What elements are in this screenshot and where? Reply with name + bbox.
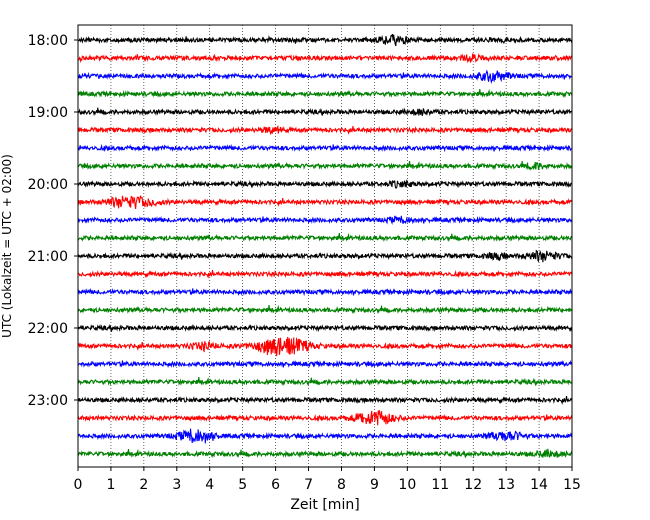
seismic-trace [77, 215, 573, 225]
seismic-trace [77, 33, 573, 47]
seismic-trace [77, 143, 573, 153]
y-axis: 18:00 19:00 20:00 21:00 22:00 23:00 [28, 33, 78, 409]
x-tick-label: 9 [370, 477, 379, 493]
seismic-trace [77, 304, 573, 314]
y-tick-label: 22:00 [28, 321, 68, 337]
y-tick-label: 20:00 [28, 177, 68, 193]
seismic-trace [77, 448, 573, 458]
plot-area-background [78, 25, 572, 467]
plot-frame [77, 24, 573, 468]
x-tick-label: 14 [530, 477, 548, 493]
seismic-trace [77, 269, 573, 279]
seismic-trace [77, 232, 573, 242]
seismic-trace [77, 195, 573, 209]
seismic-trace [77, 88, 573, 98]
x-tick-label: 15 [563, 477, 581, 493]
seismic-trace [77, 249, 573, 263]
x-tick-label: 8 [337, 477, 346, 493]
x-tick-label: 7 [304, 477, 313, 493]
seismic-trace [77, 69, 573, 85]
seismic-trace [77, 396, 573, 405]
x-tick-label: 1 [106, 477, 115, 493]
y-axis-label: UTC (Lokalzeit = UTC + 02:00) [0, 154, 14, 338]
seismic-trace [77, 410, 573, 426]
seismic-trace [77, 287, 573, 297]
seismic-trace [77, 179, 573, 189]
x-tick-label: 5 [238, 477, 247, 493]
seismic-trace [77, 107, 573, 117]
x-tick-label: 4 [205, 477, 214, 493]
x-tick-label: 13 [497, 477, 515, 493]
seismic-trace [77, 161, 573, 171]
x-axis: 0 1 2 3 4 5 6 7 8 9 10 11 12 13 14 15 [74, 467, 581, 493]
x-tick-label: 11 [431, 477, 449, 493]
seismic-trace [77, 359, 573, 369]
seismic-trace [77, 52, 573, 64]
x-tick-label: 2 [139, 477, 148, 493]
seismic-trace [77, 377, 573, 386]
x-tick-label: 6 [271, 477, 280, 493]
y-tick-label: 19:00 [28, 105, 68, 121]
x-tick-label: 0 [74, 477, 83, 493]
x-axis-label: Zeit [min] [290, 497, 359, 513]
seismic-trace [77, 428, 573, 444]
y-tick-label: 23:00 [28, 393, 68, 409]
seismic-trace [77, 124, 573, 136]
x-tick-label: 10 [398, 477, 416, 493]
seismic-trace [77, 336, 573, 357]
y-tick-label: 21:00 [28, 249, 68, 265]
trace-group [77, 33, 573, 458]
x-tick-label: 3 [172, 477, 181, 493]
seismic-trace [77, 323, 573, 333]
y-tick-label: 18:00 [28, 33, 68, 49]
x-tick-label: 12 [464, 477, 482, 493]
